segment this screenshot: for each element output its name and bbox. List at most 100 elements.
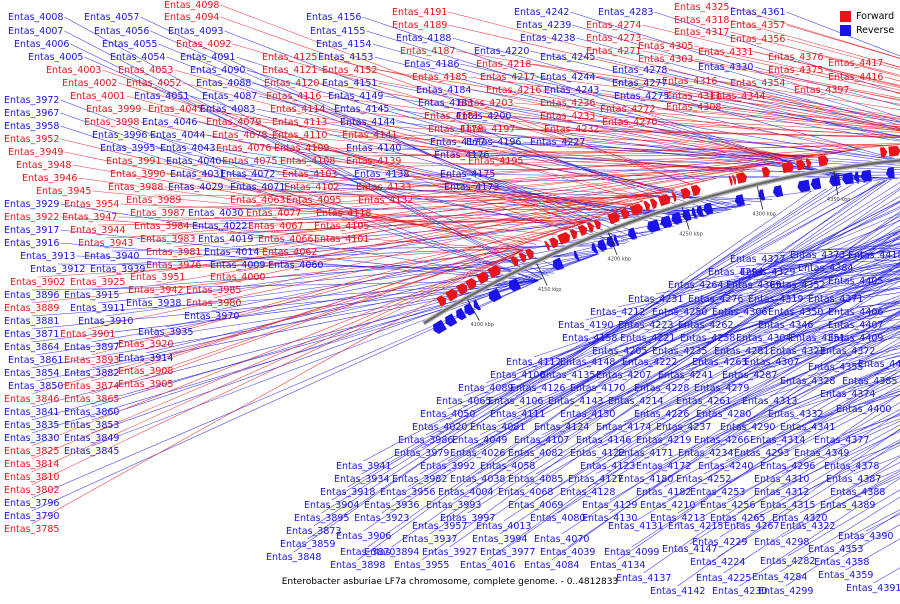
reverse-gene: [811, 178, 822, 190]
gene-label: Entas_3918: [320, 487, 375, 498]
gene-label: Entas_4376: [768, 52, 823, 63]
gene-label: Entas_4406: [828, 307, 883, 318]
gene-label: Entas_4314: [750, 435, 805, 446]
gene-label: Entas_3871: [4, 329, 59, 340]
gene-label: Entas_4154: [316, 39, 371, 50]
forward-gene: [796, 160, 805, 171]
gene-label: Entas_4093: [168, 26, 223, 37]
gene-label: Entas_4060: [268, 260, 323, 271]
gene-label: Entas_4400: [836, 404, 891, 415]
gene-label: Entas_3983: [140, 234, 195, 245]
gene-label: Entas_4279: [694, 383, 749, 394]
gene-label: Entas_4238: [520, 33, 575, 44]
forward-gene: [510, 256, 518, 267]
forward-gene: [729, 176, 733, 186]
gene-label: Entas_3814: [4, 459, 59, 470]
gene-label: Entas_4146: [576, 435, 631, 446]
gene-label: Entas_4138: [354, 169, 409, 180]
gene-label: Entas_4128: [560, 487, 615, 498]
gene-label: Entas_4184: [416, 85, 471, 96]
gene-label: Entas_4374: [820, 389, 875, 400]
gene-label: Entas_3979: [394, 448, 449, 459]
gene-label: Entas_4243: [544, 85, 599, 96]
gene-label: Entas_4330: [698, 62, 753, 73]
gene-label: Entas_4076: [216, 143, 271, 154]
gene-label: Entas_4242: [514, 7, 569, 18]
gene-label: Entas_4068: [498, 487, 553, 498]
gene-label: Entas_4388: [830, 487, 885, 498]
gene-label: Entas_4090: [190, 65, 245, 76]
reverse-gene: [445, 313, 457, 326]
gene-label: Entas_4222: [622, 357, 677, 368]
gene-label: Entas_4173: [444, 182, 499, 193]
gene-label: Entas_4344: [710, 91, 765, 102]
gene-label: Entas_4047: [148, 104, 203, 115]
gene-label: Entas_4283: [598, 7, 653, 18]
gene-label: Entas_4207: [596, 370, 651, 381]
gene-label: Entas_4405: [828, 276, 883, 287]
gene-label: Entas_4111: [490, 409, 545, 420]
gene-label: Entas_3981: [146, 247, 201, 258]
gene-label: Entas_3943: [78, 238, 133, 249]
gene-label: Entas_4121: [262, 65, 317, 76]
gene-label: Entas_3925: [70, 277, 125, 288]
gene-label: Entas_3986: [398, 435, 453, 446]
gene-label: Entas_3954: [64, 199, 119, 210]
gene-label: Entas_4235: [652, 346, 707, 357]
gene-label: Entas_4327: [730, 254, 785, 265]
gene-label: Entas_3988: [108, 182, 163, 193]
gene-label: Entas_4098: [164, 0, 219, 11]
gene-label: Entas_3908: [118, 366, 173, 377]
gene-label: Entas_4001: [70, 91, 125, 102]
gene-label: Entas_4322: [780, 521, 835, 532]
gene-label: Entas_3941: [336, 461, 391, 472]
gene-label: Entas_4378: [824, 461, 879, 472]
gene-label: Entas_4153: [318, 52, 373, 63]
forward-gene: [691, 185, 701, 196]
gene-label: Entas_4323: [770, 346, 825, 357]
gene-label: Entas_4133: [356, 182, 411, 193]
gene-label: Entas_4056: [94, 26, 149, 37]
gene-label: Entas_3957: [412, 521, 467, 532]
tick-label: 4200 kbp: [608, 257, 632, 263]
gene-label: Entas_4094: [164, 12, 219, 23]
forward-gene: [456, 283, 467, 295]
gene-label: Entas_3873: [286, 526, 341, 537]
gene-label: Entas_4020: [412, 422, 467, 433]
gene-label: Entas_3810: [4, 472, 59, 483]
leader-line: [885, 63, 900, 221]
gene-label: Entas_4054: [110, 52, 165, 63]
gene-label: Entas_4140: [346, 143, 401, 154]
gene-label: Entas_4328: [780, 376, 835, 387]
gene-label: Entas_4191: [392, 7, 447, 18]
reverse-gene: [797, 180, 810, 193]
gene-label: Entas_3937: [402, 534, 457, 545]
gene-label: Entas_4212: [590, 307, 645, 318]
gene-label: Entas_4273: [586, 33, 641, 44]
gene-label: Entas_3894: [364, 547, 419, 558]
gene-label: Entas_4123: [580, 461, 635, 472]
gene-label: Entas_3946: [22, 173, 77, 184]
gene-label: Entas_4308: [666, 102, 721, 113]
gene-label: Entas_4175: [440, 169, 495, 180]
forward-gene: [525, 249, 534, 260]
gene-label: Entas_4227: [530, 137, 585, 148]
gene-label: Entas_4361: [730, 7, 785, 18]
gene-label: Entas_4233: [540, 111, 595, 122]
gene-label: Entas_3923: [354, 513, 409, 524]
gene-label: Entas_3993: [426, 500, 481, 511]
reverse-gene: [474, 300, 482, 311]
gene-label: Entas_4258: [680, 333, 735, 344]
gene-label: Entas_3934: [334, 474, 389, 485]
gene-label: Entas_4143: [548, 396, 603, 407]
gene-label: Entas_4108: [280, 156, 335, 167]
gene-label: Entas_4180: [618, 474, 673, 485]
gene-label: Entas_4006: [14, 39, 69, 50]
gene-label: Entas_4071: [230, 182, 285, 193]
gene-label: Entas_3942: [128, 285, 183, 296]
gene-label: Entas_4112: [506, 357, 561, 368]
gene-label: Entas_4055: [102, 39, 157, 50]
gene-label: Entas_3850: [8, 381, 63, 392]
gene-label: Entas_4252: [676, 474, 731, 485]
gene-label: Entas_4135: [540, 370, 595, 381]
